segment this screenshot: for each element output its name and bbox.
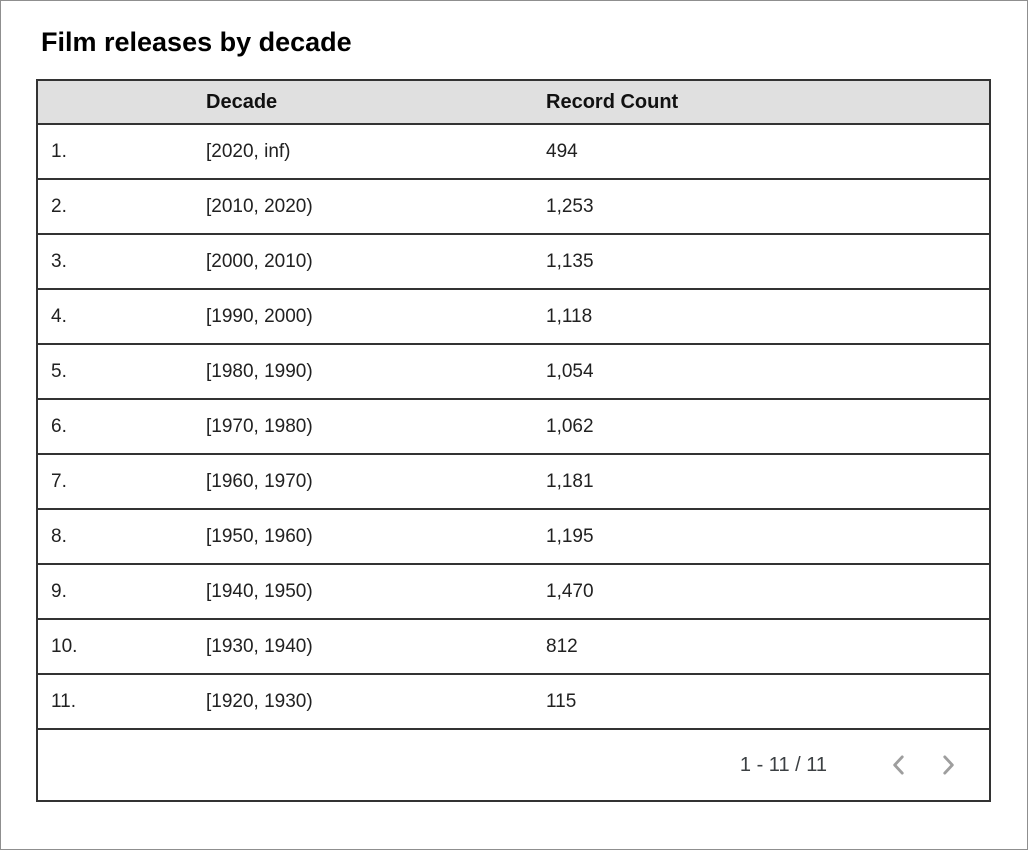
chevron-right-icon (935, 752, 961, 778)
table-row: 11. [1920, 1930) 115 (38, 673, 989, 728)
row-decade: [1930, 1940) (206, 635, 313, 657)
row-decade: [2020, inf) (206, 140, 291, 162)
table-row: 6. [1970, 1980) 1,062 (38, 398, 989, 453)
row-record-count: 1,054 (546, 360, 594, 382)
row-decade: [1970, 1980) (206, 415, 313, 437)
row-record-count: 1,470 (546, 580, 594, 602)
row-index: 9. (51, 580, 67, 602)
row-record-count: 1,195 (546, 525, 594, 547)
row-index: 11. (51, 690, 77, 712)
row-record-count: 115 (546, 690, 577, 712)
row-index: 10. (51, 635, 78, 657)
row-record-count: 1,253 (546, 195, 594, 217)
table-header-row: Decade Record Count (38, 81, 989, 123)
table-row: 5. [1980, 1990) 1,054 (38, 343, 989, 398)
pagination-range-label: 1 - 11 / 11 (739, 753, 827, 776)
page-title: Film releases by decade (41, 27, 352, 57)
row-record-count: 1,062 (546, 415, 594, 437)
chevron-left-icon (886, 752, 912, 778)
row-index: 6. (51, 415, 67, 437)
row-index: 5. (51, 360, 67, 382)
row-index: 2. (51, 195, 67, 217)
row-decade: [2010, 2020) (206, 195, 313, 217)
row-decade: [1950, 1960) (206, 525, 313, 547)
table-row: 7. [1960, 1970) 1,181 (38, 453, 989, 508)
row-decade: [1960, 1970) (206, 470, 313, 492)
row-record-count: 1,181 (546, 470, 594, 492)
table-row: 4. [1990, 2000) 1,118 (38, 288, 989, 343)
header-decade[interactable]: Decade (206, 90, 278, 113)
row-decade: [1980, 1990) (206, 360, 313, 382)
row-decade: [1920, 1930) (206, 690, 313, 712)
row-index: 1. (51, 140, 67, 162)
row-decade: [2000, 2010) (206, 250, 313, 272)
row-index: 3. (51, 250, 67, 272)
row-index: 7. (51, 470, 67, 492)
table-row: 9. [1940, 1950) 1,470 (38, 563, 989, 618)
row-index: 8. (51, 525, 67, 547)
row-decade: [1990, 2000) (206, 305, 313, 327)
film-releases-table: Decade Record Count 1. [2020, inf) 494 2… (36, 79, 991, 802)
row-index: 4. (51, 305, 67, 327)
row-record-count: 1,118 (546, 305, 593, 327)
pagination-bar: 1 - 11 / 11 (38, 728, 989, 800)
table-row: 10. [1930, 1940) 812 (38, 618, 989, 673)
row-record-count: 494 (546, 140, 578, 162)
row-decade: [1940, 1950) (206, 580, 313, 602)
previous-page-button[interactable] (882, 748, 916, 782)
table-row: 1. [2020, inf) 494 (38, 123, 989, 178)
table-row: 8. [1950, 1960) 1,195 (38, 508, 989, 563)
next-page-button[interactable] (931, 748, 965, 782)
table-row: 3. [2000, 2010) 1,135 (38, 233, 989, 288)
row-record-count: 1,135 (546, 250, 594, 272)
row-record-count: 812 (546, 635, 578, 657)
table-row: 2. [2010, 2020) 1,253 (38, 178, 989, 233)
header-record-count[interactable]: Record Count (546, 90, 679, 113)
